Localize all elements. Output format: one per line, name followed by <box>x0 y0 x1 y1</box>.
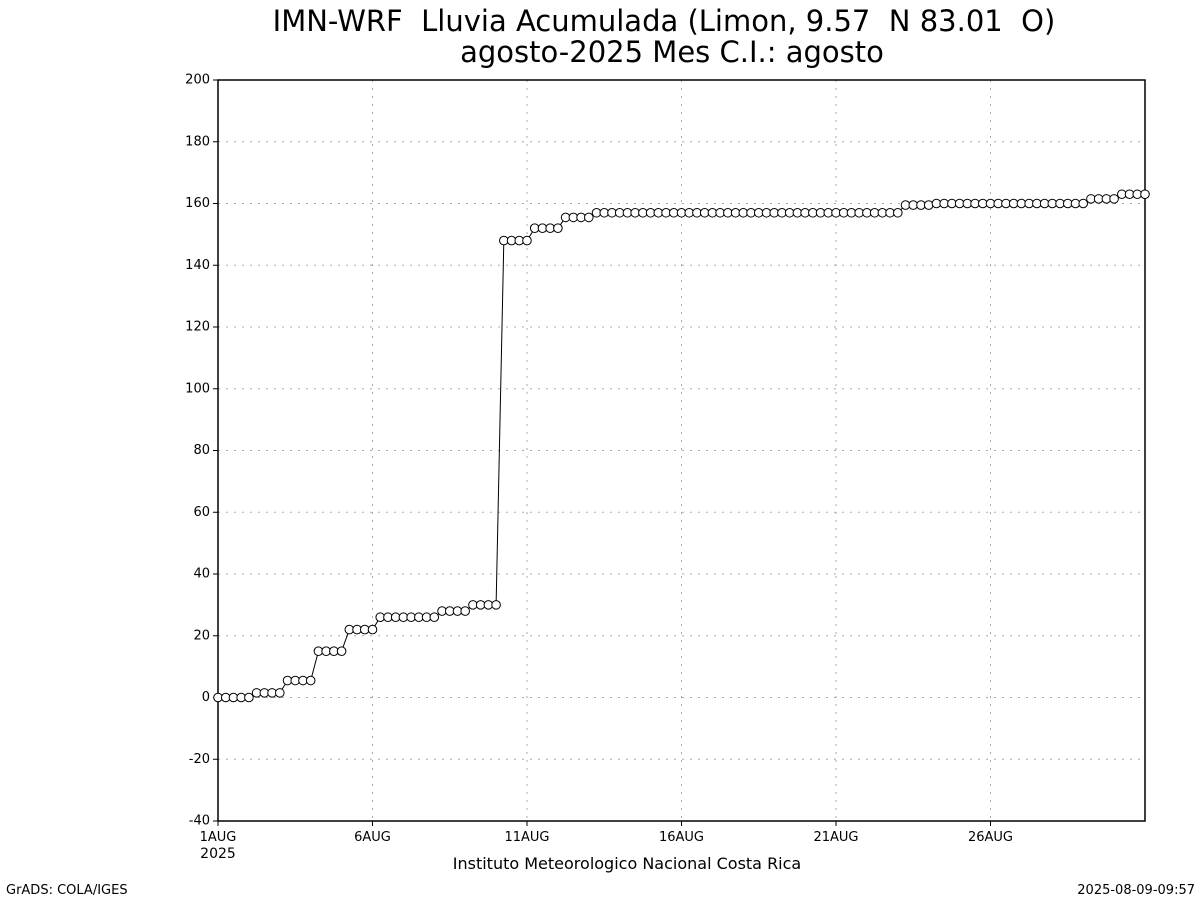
data-point <box>244 692 254 703</box>
data-point <box>336 646 347 656</box>
data-point <box>1078 198 1088 209</box>
y-tick-label: 140 <box>185 258 210 273</box>
plot-frame <box>217 79 1146 822</box>
x-tick-label: 16AUG <box>659 830 704 845</box>
y-tick-label: 0 <box>202 690 210 705</box>
data-point <box>584 212 594 223</box>
y-tick-label: 100 <box>185 381 210 396</box>
data-point <box>491 600 501 610</box>
data-point <box>367 624 378 635</box>
data-point <box>305 675 316 686</box>
data-point <box>1140 189 1150 200</box>
y-tick-label: 200 <box>185 73 210 88</box>
y-tick-label: 80 <box>193 443 210 458</box>
footer-right: 2025-08-09-09:57 <box>1077 883 1195 898</box>
y-tick-label: 120 <box>185 320 210 335</box>
y-tick-label: 60 <box>193 505 210 520</box>
x-tick-label: 1AUG <box>200 830 237 845</box>
data-point <box>429 612 440 623</box>
y-tick-label: 20 <box>193 628 210 643</box>
data-point <box>1109 194 1119 204</box>
data-point <box>522 235 532 246</box>
x-tick-label: 26AUG <box>968 830 1013 845</box>
y-tick-label: -40 <box>189 814 210 829</box>
data-point <box>275 688 285 698</box>
y-tick-label: -20 <box>189 752 210 767</box>
y-tick-label: 160 <box>185 196 210 211</box>
data-point <box>923 200 934 210</box>
data-point <box>460 606 471 616</box>
y-tick-label: 180 <box>185 134 210 149</box>
data-point <box>553 223 563 233</box>
data-point <box>893 207 903 218</box>
x-tick-label: 21AUG <box>813 830 858 845</box>
chart-title: IMN-WRF Lluvia Acumulada (Limon, 9.57 N … <box>273 4 1056 38</box>
x-axis-label: Instituto Meteorologico Nacional Costa R… <box>453 854 801 873</box>
x-year-label: 2025 <box>200 846 236 862</box>
x-tick-label: 6AUG <box>354 830 391 845</box>
y-tick-label: 40 <box>193 567 210 582</box>
x-tick-label: 11AUG <box>504 830 549 845</box>
footer-left: GrADS: COLA/IGES <box>6 883 128 898</box>
chart-subtitle: agosto-2025 Mes C.I.: agosto <box>460 35 884 69</box>
